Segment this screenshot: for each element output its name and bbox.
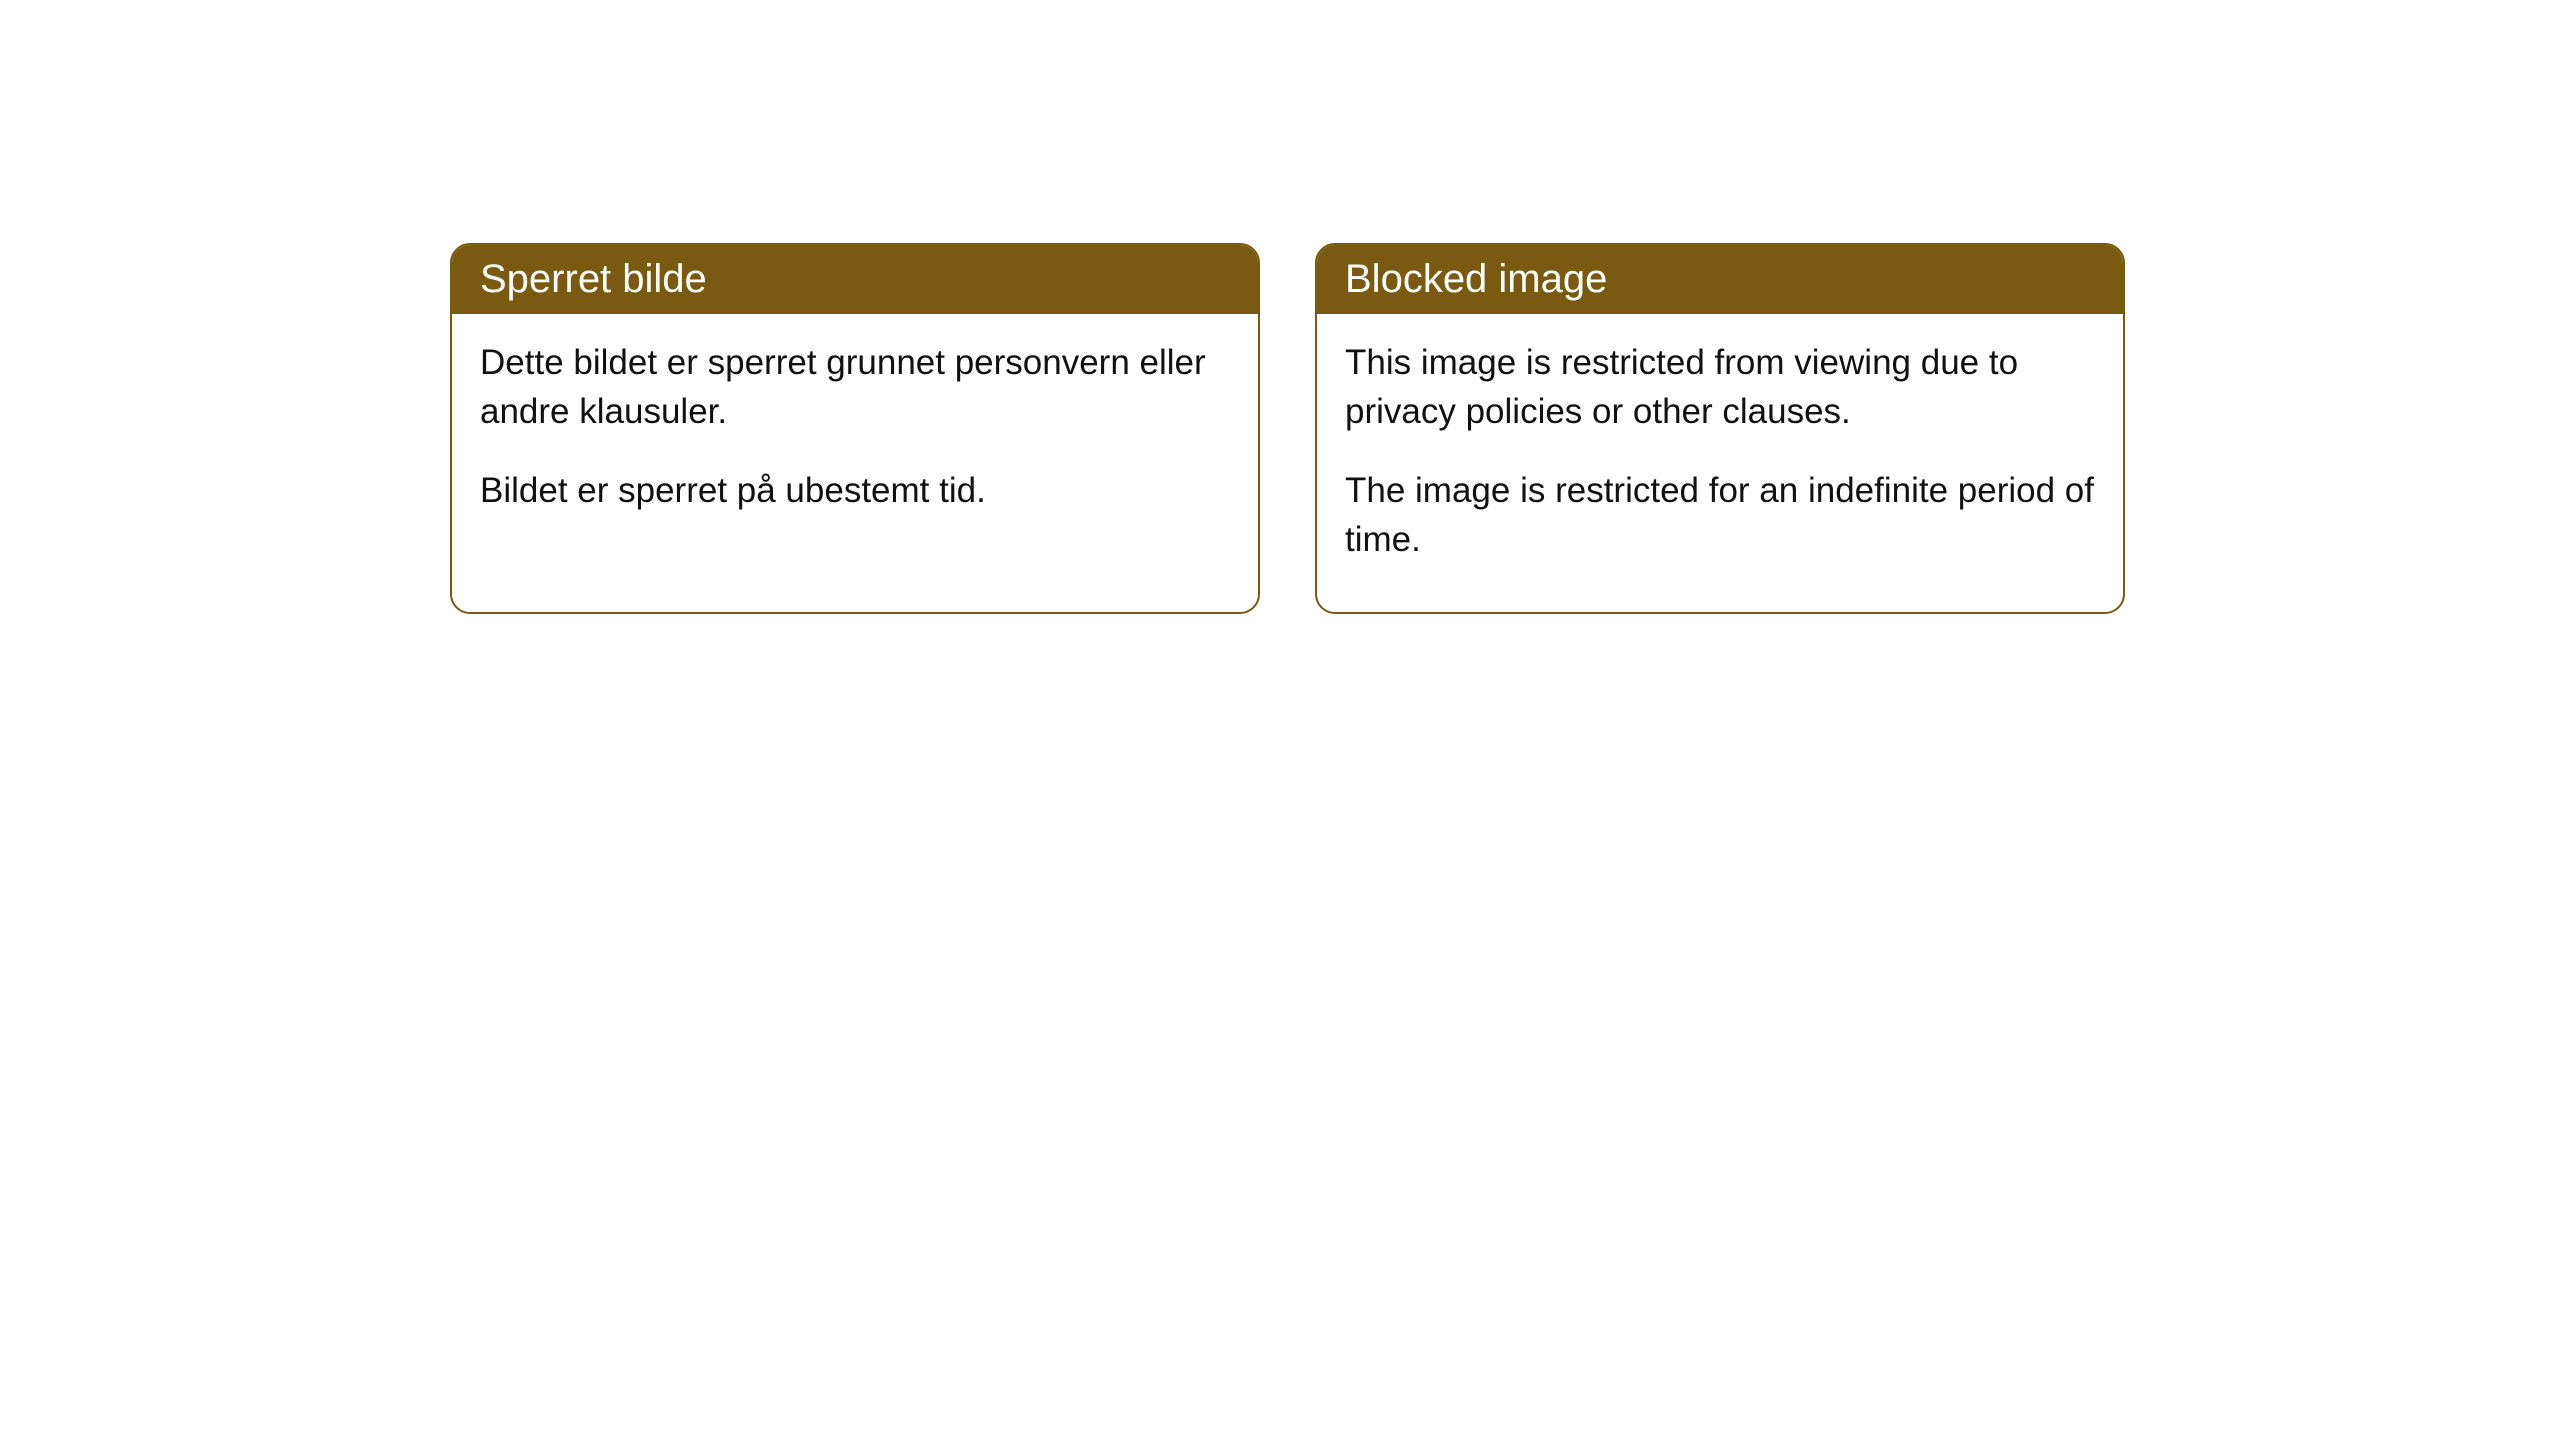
card-english: Blocked image This image is restricted f… [1315, 243, 2125, 614]
cards-container: Sperret bilde Dette bildet er sperret gr… [0, 0, 2560, 614]
card-paragraph: Dette bildet er sperret grunnet personve… [480, 338, 1230, 436]
card-header-norwegian: Sperret bilde [452, 245, 1258, 314]
card-norwegian: Sperret bilde Dette bildet er sperret gr… [450, 243, 1260, 614]
card-paragraph: This image is restricted from viewing du… [1345, 338, 2095, 436]
card-body-norwegian: Dette bildet er sperret grunnet personve… [452, 314, 1258, 563]
card-header-english: Blocked image [1317, 245, 2123, 314]
card-body-english: This image is restricted from viewing du… [1317, 314, 2123, 612]
card-paragraph: Bildet er sperret på ubestemt tid. [480, 466, 1230, 515]
card-paragraph: The image is restricted for an indefinit… [1345, 466, 2095, 564]
